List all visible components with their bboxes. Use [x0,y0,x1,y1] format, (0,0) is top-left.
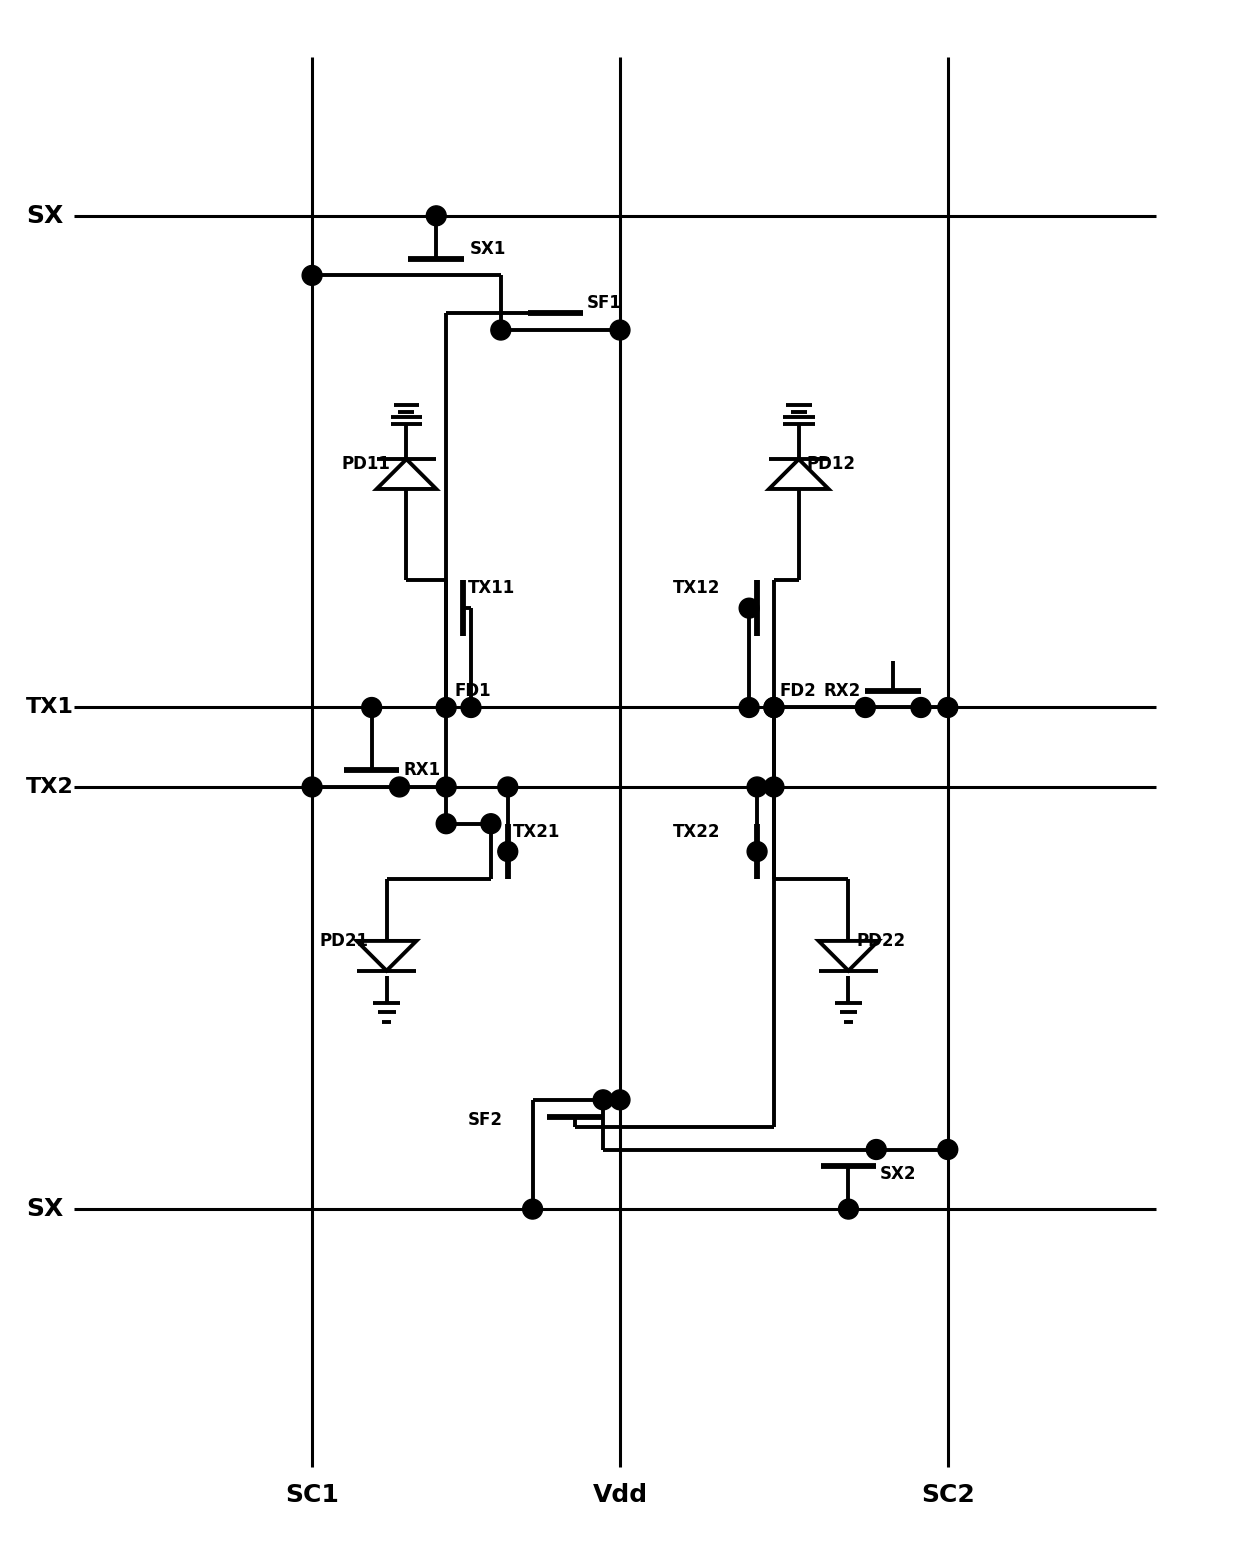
Circle shape [303,266,322,286]
Circle shape [748,776,768,797]
Text: RX1: RX1 [403,761,440,779]
Circle shape [481,814,501,834]
Circle shape [764,698,784,717]
Text: RX2: RX2 [823,681,861,700]
Text: SF2: SF2 [467,1111,503,1129]
Circle shape [739,598,759,619]
Circle shape [389,776,409,797]
Text: SX2: SX2 [880,1165,916,1184]
Circle shape [937,698,957,717]
Text: FD1: FD1 [454,681,491,700]
Circle shape [838,1200,858,1218]
Text: SF1: SF1 [588,294,622,312]
Circle shape [491,320,511,341]
Text: FD2: FD2 [780,681,817,700]
Text: TX21: TX21 [512,823,560,840]
Text: SC2: SC2 [921,1484,975,1507]
Circle shape [610,320,630,341]
Text: TX12: TX12 [672,580,720,597]
Text: PD11: PD11 [342,455,391,473]
Text: SX: SX [26,203,63,228]
Circle shape [436,776,456,797]
Circle shape [497,776,517,797]
Circle shape [937,1140,957,1159]
Text: SX: SX [26,1196,63,1221]
Circle shape [764,776,784,797]
Circle shape [522,1200,543,1218]
Text: TX2: TX2 [26,776,73,797]
Circle shape [497,842,517,862]
Circle shape [748,842,768,862]
Circle shape [303,776,322,797]
Circle shape [427,206,446,226]
Circle shape [856,698,875,717]
Text: TX11: TX11 [467,580,516,597]
Text: SC1: SC1 [285,1484,339,1507]
Circle shape [436,814,456,834]
Circle shape [362,698,382,717]
Circle shape [764,698,784,717]
Circle shape [593,1090,613,1109]
Text: TX22: TX22 [672,823,720,840]
Text: PD22: PD22 [857,933,905,950]
Text: PD12: PD12 [807,455,856,473]
Circle shape [461,698,481,717]
Text: PD21: PD21 [319,933,368,950]
Circle shape [436,698,456,717]
Circle shape [911,698,931,717]
Text: Vdd: Vdd [593,1484,647,1507]
Text: TX1: TX1 [26,698,74,717]
Circle shape [739,698,759,717]
Circle shape [610,1090,630,1109]
Circle shape [867,1140,887,1159]
Text: SX1: SX1 [470,239,506,258]
